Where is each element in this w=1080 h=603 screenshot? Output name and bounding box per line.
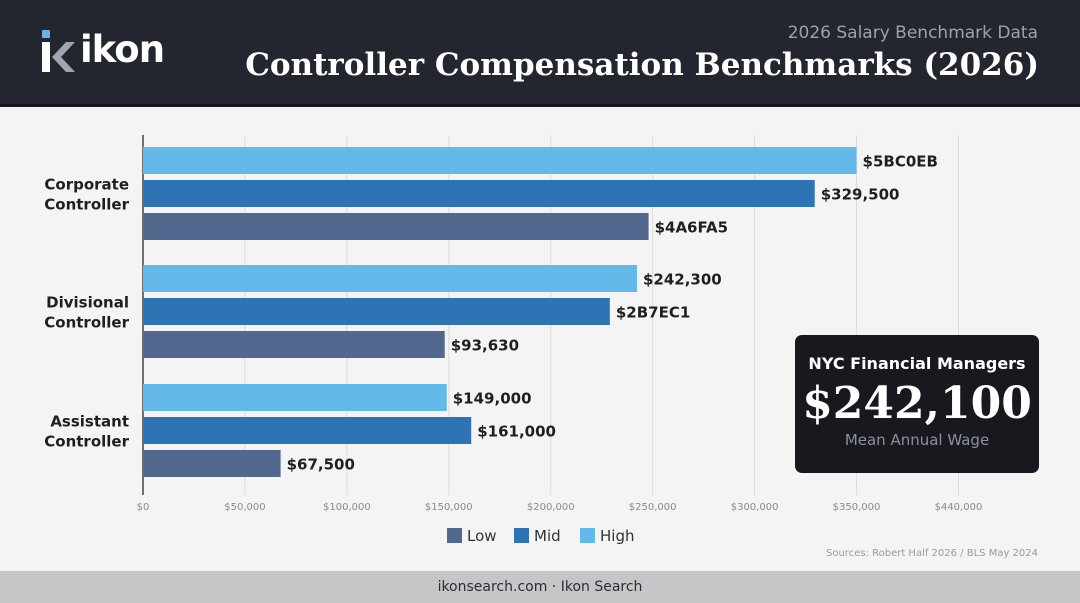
bar-high bbox=[143, 384, 447, 411]
bar-value-label: $4A6FA5 bbox=[655, 219, 729, 237]
x-tick-label: $150,000 bbox=[425, 502, 473, 513]
bar-mid bbox=[143, 180, 815, 207]
x-tick-label: $350,000 bbox=[833, 502, 881, 513]
sources-note: Sources: Robert Half 2026 / BLS May 2024 bbox=[826, 548, 1038, 559]
header-subtitle: 2026 Salary Benchmark Data bbox=[787, 23, 1038, 43]
category-label: Controller bbox=[44, 314, 129, 332]
x-tick-label: $100,000 bbox=[323, 502, 371, 513]
page-title: Controller Compensation Benchmarks (2026… bbox=[245, 47, 1039, 83]
x-tick-label: $50,000 bbox=[224, 502, 265, 513]
x-tick-label: $200,000 bbox=[527, 502, 575, 513]
x-tick-label: $300,000 bbox=[731, 502, 779, 513]
bar-value-label: $161,000 bbox=[477, 423, 556, 441]
legend-swatch-low bbox=[447, 528, 462, 543]
bar-mid bbox=[143, 417, 472, 444]
ikon-logo[interactable]: ikon bbox=[40, 26, 180, 78]
category-label: Assistant bbox=[50, 413, 129, 431]
wage-card-caption: Mean Annual Wage bbox=[844, 431, 990, 449]
footer[interactable]: ikonsearch.com · Ikon Search bbox=[0, 571, 1080, 603]
wage-card-label: NYC Financial Managers bbox=[808, 354, 1026, 373]
bar-low bbox=[143, 213, 649, 240]
legend-swatch-mid bbox=[514, 528, 529, 543]
x-tick-label: $440,000 bbox=[935, 502, 983, 513]
bar-value-label: $5BC0EB bbox=[863, 153, 938, 171]
bar-value-label: $2B7EC1 bbox=[616, 304, 690, 322]
header: ikon 2026 Salary Benchmark Data Controll… bbox=[0, 0, 1080, 107]
category-label: Corporate bbox=[44, 176, 129, 194]
bar-high bbox=[143, 265, 637, 292]
bar-value-label: $329,500 bbox=[821, 186, 900, 204]
x-tick-label: $250,000 bbox=[629, 502, 677, 513]
bar-value-label: $242,300 bbox=[643, 271, 722, 289]
bar-value-label: $149,000 bbox=[453, 390, 532, 408]
bar-low bbox=[143, 331, 445, 358]
legend-label-mid: Mid bbox=[534, 527, 561, 545]
legend-label-high: High bbox=[600, 527, 634, 545]
salary-bar-chart: $0 $50,000 $100,000 $150,000 $200,000 $250,00… bbox=[44, 135, 983, 545]
wage-card-value: $242,100 bbox=[802, 378, 1032, 429]
bar-low bbox=[143, 450, 281, 477]
category-label: Divisional bbox=[46, 294, 129, 312]
bar-mid bbox=[143, 298, 610, 325]
x-tick-label: $0 bbox=[137, 502, 150, 513]
bar-high bbox=[143, 147, 857, 174]
ikon-brand-name: ikon bbox=[80, 28, 165, 71]
ikon-logo-mark-icon bbox=[42, 30, 75, 72]
wage-callout-card: NYC Financial Managers $242,100 Mean Ann… bbox=[795, 335, 1039, 473]
legend-label-low: Low bbox=[467, 527, 497, 545]
category-label: Controller bbox=[44, 196, 129, 214]
category-label: Controller bbox=[44, 433, 129, 451]
bar-value-label: $67,500 bbox=[287, 456, 355, 474]
legend-swatch-high bbox=[580, 528, 595, 543]
bar-value-label: $93,630 bbox=[451, 337, 519, 355]
